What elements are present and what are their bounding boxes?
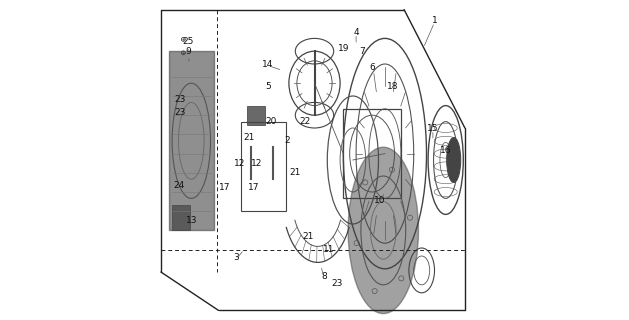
Text: 19: 19 [338, 44, 349, 52]
Text: 16: 16 [440, 146, 452, 155]
Text: 21: 21 [243, 133, 255, 142]
Text: 12: 12 [233, 159, 245, 168]
Ellipse shape [348, 147, 418, 314]
Text: 11: 11 [323, 245, 335, 254]
Text: 25: 25 [182, 37, 194, 46]
Text: 12: 12 [251, 159, 262, 168]
Text: 1: 1 [431, 16, 437, 25]
Text: 24: 24 [173, 181, 184, 190]
Bar [343, 109, 401, 198]
Text: 13: 13 [186, 216, 197, 225]
Bar [172, 205, 190, 230]
Text: 17: 17 [219, 183, 231, 192]
Text: 5: 5 [265, 82, 271, 91]
Text: 23: 23 [174, 108, 186, 116]
Text: 7: 7 [360, 47, 365, 56]
Text: 15: 15 [427, 124, 438, 132]
Bar [247, 106, 265, 125]
Text: 10: 10 [374, 196, 386, 204]
Ellipse shape [447, 138, 460, 182]
Text: 18: 18 [387, 82, 399, 91]
Text: 23: 23 [174, 95, 186, 104]
Text: 21: 21 [289, 168, 301, 177]
Text: 20: 20 [265, 117, 277, 126]
Text: 2: 2 [284, 136, 290, 145]
Text: 9: 9 [185, 47, 191, 56]
Text: 14: 14 [262, 60, 274, 68]
Text: 4: 4 [353, 28, 359, 36]
Text: 6: 6 [369, 63, 375, 72]
Bar [169, 51, 214, 230]
Bar [241, 122, 286, 211]
Text: 21: 21 [303, 232, 314, 241]
Text: 8: 8 [321, 272, 327, 281]
Text: 22: 22 [299, 117, 311, 126]
Text: 23: 23 [331, 279, 343, 288]
Text: 17: 17 [248, 183, 259, 192]
Text: 3: 3 [233, 253, 239, 262]
